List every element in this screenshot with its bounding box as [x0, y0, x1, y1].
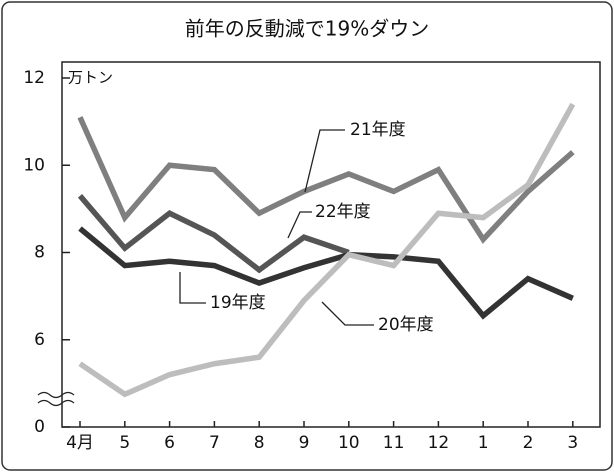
x-tick-label: 6 — [164, 433, 175, 453]
leader-line — [321, 301, 374, 326]
series-line — [77, 116, 575, 244]
y-tick-label: 8 — [34, 243, 45, 263]
leader-line — [304, 129, 345, 193]
leader-line — [287, 211, 312, 239]
x-tick-label: 4月 — [66, 433, 94, 453]
series-line — [77, 193, 350, 274]
y-tick-label: 10 — [23, 155, 45, 175]
x-tick-label: 10 — [338, 433, 360, 453]
series-line — [78, 102, 576, 398]
series-label: 20年度 — [378, 315, 434, 335]
y-tick-label: 6 — [34, 330, 45, 350]
y-unit: 万トン — [68, 69, 113, 87]
axis-break — [37, 391, 75, 399]
x-tick-label: 11 — [383, 433, 405, 453]
x-tick-label: 1 — [478, 433, 489, 453]
series-label: 22年度 — [315, 202, 371, 222]
y-tick-label: 0 — [34, 417, 45, 437]
leader-line — [179, 272, 206, 304]
series-label: 21年度 — [350, 120, 406, 140]
x-tick-label: 3 — [567, 433, 578, 453]
x-tick-label: 7 — [209, 433, 220, 453]
x-tick-label: 8 — [254, 433, 265, 453]
x-tick-label: 9 — [299, 433, 310, 453]
series-label: 19年度 — [210, 293, 266, 313]
series-line — [78, 226, 574, 320]
chart-title: 前年の反動減で19%ダウン — [185, 17, 429, 41]
y-tick-label: 12 — [23, 68, 45, 88]
x-tick-label: 12 — [428, 433, 450, 453]
plot-frame — [61, 61, 601, 428]
x-tick-label: 5 — [119, 433, 130, 453]
axis-break — [37, 399, 75, 407]
x-tick-label: 2 — [523, 433, 534, 453]
